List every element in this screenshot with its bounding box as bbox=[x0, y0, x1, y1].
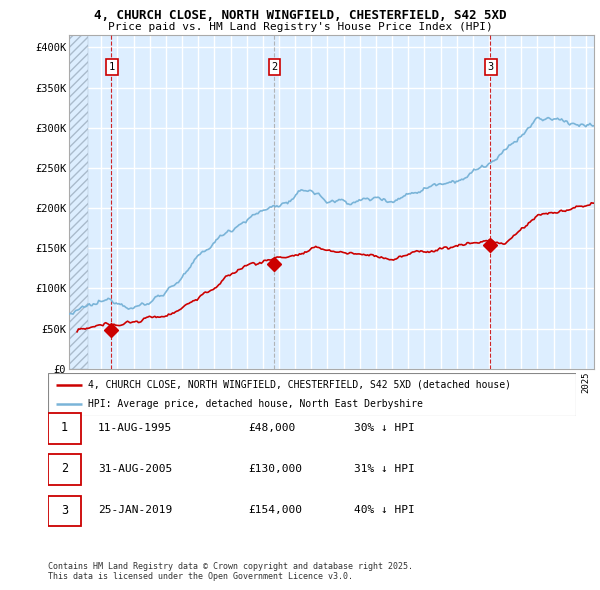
Bar bbox=[69, 35, 88, 369]
Text: 1: 1 bbox=[109, 62, 115, 72]
Text: HPI: Average price, detached house, North East Derbyshire: HPI: Average price, detached house, Nort… bbox=[88, 399, 422, 409]
Text: 11-AUG-1995: 11-AUG-1995 bbox=[98, 422, 172, 432]
Text: 1: 1 bbox=[61, 421, 68, 434]
Text: 3: 3 bbox=[488, 62, 494, 72]
Text: 25-JAN-2019: 25-JAN-2019 bbox=[98, 505, 172, 515]
Text: 40% ↓ HPI: 40% ↓ HPI bbox=[354, 505, 415, 515]
Text: 4, CHURCH CLOSE, NORTH WINGFIELD, CHESTERFIELD, S42 5XD (detached house): 4, CHURCH CLOSE, NORTH WINGFIELD, CHESTE… bbox=[88, 380, 511, 390]
Text: 31-AUG-2005: 31-AUG-2005 bbox=[98, 464, 172, 474]
Bar bbox=[48, 496, 81, 526]
Text: Price paid vs. HM Land Registry's House Price Index (HPI): Price paid vs. HM Land Registry's House … bbox=[107, 22, 493, 32]
Text: £154,000: £154,000 bbox=[248, 505, 302, 515]
Text: 3: 3 bbox=[61, 504, 68, 517]
Bar bbox=[48, 413, 81, 444]
Text: 30% ↓ HPI: 30% ↓ HPI bbox=[354, 422, 415, 432]
Text: £48,000: £48,000 bbox=[248, 422, 296, 432]
Text: £130,000: £130,000 bbox=[248, 464, 302, 474]
Text: 2: 2 bbox=[61, 463, 68, 476]
Text: 2: 2 bbox=[271, 62, 277, 72]
Text: 31% ↓ HPI: 31% ↓ HPI bbox=[354, 464, 415, 474]
Bar bbox=[48, 454, 81, 485]
Text: 4, CHURCH CLOSE, NORTH WINGFIELD, CHESTERFIELD, S42 5XD: 4, CHURCH CLOSE, NORTH WINGFIELD, CHESTE… bbox=[94, 9, 506, 22]
Text: Contains HM Land Registry data © Crown copyright and database right 2025.
This d: Contains HM Land Registry data © Crown c… bbox=[48, 562, 413, 581]
